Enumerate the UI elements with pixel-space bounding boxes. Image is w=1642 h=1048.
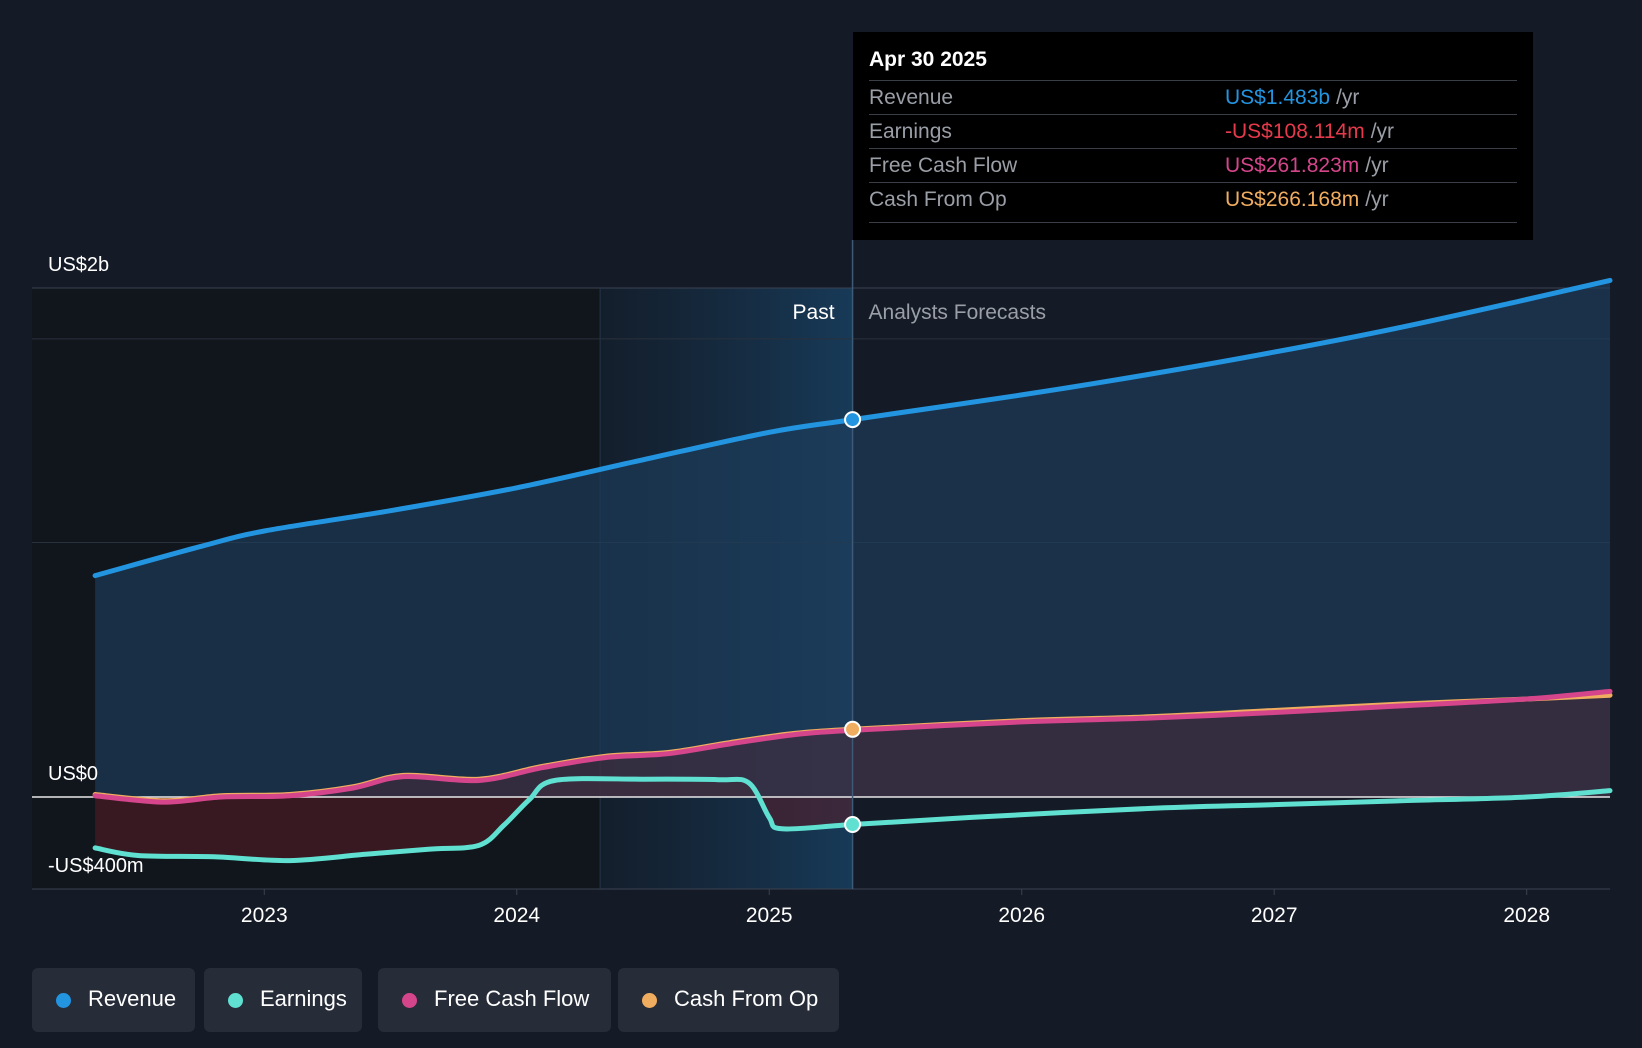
earnings-area [95,778,853,861]
legend-item-free-cash-flow[interactable]: Free Cash Flow [378,968,611,1032]
x-tick-label: 2028 [1503,904,1550,927]
series-markers [844,411,862,833]
series-lines [92,277,1613,864]
revenue-marker [844,411,862,429]
tooltip-label: Revenue [869,86,954,109]
x-tick-label: 2024 [493,904,540,927]
legend-label: Revenue [88,986,177,1011]
tooltip-label: Cash From Op [869,188,1007,211]
earnings-marker [844,815,862,833]
tooltip-unit: /yr [1336,86,1360,109]
y-label-zero: US$0 [48,763,98,785]
y-label-bottom: -US$400m [48,855,144,877]
past-label: Past [793,301,835,324]
x-tick-label: 2027 [1251,904,1298,927]
legend-label: Cash From Op [674,986,819,1011]
tooltip-row-cash-from-op: Cash From Op US$266.168m/yr [869,182,1517,217]
legend-item-revenue[interactable]: Revenue [32,968,195,1032]
tooltip-date: Apr 30 2025 [869,48,987,71]
legend-label: Earnings [260,986,347,1011]
tooltip-value: US$261.823m [1225,154,1360,177]
tooltip-row-earnings: Earnings -US$108.114m/yr [869,114,1517,149]
tooltip: Apr 30 2025 Revenue US$1.483b/yr Earning… [853,32,1533,240]
tooltip-unit: /yr [1365,188,1389,211]
tooltip-unit: /yr [1370,120,1395,143]
tooltip-divider [869,222,1517,223]
legend-dot-icon [642,993,657,1008]
earnings-line [92,776,1613,864]
y-label-top: US$2b [48,254,109,276]
tooltip-row-free-cash-flow: Free Cash Flow US$261.823m/yr [869,148,1517,183]
legend-item-earnings[interactable]: Earnings [204,968,362,1032]
tooltip-label: Earnings [869,120,952,143]
revenue-line [92,277,1613,579]
legend-label: Free Cash Flow [434,986,590,1011]
tooltip-value: -US$108.114m [1225,120,1365,143]
tooltip-value: US$266.168m [1225,188,1360,211]
legend-item-cash-from-op[interactable]: Cash From Op [618,968,839,1032]
x-axis-ticks: 2023 2024 2025 2026 2027 2028 [241,889,1550,927]
x-tick-label: 2025 [746,904,793,927]
legend-dot-icon [56,993,71,1008]
tooltip-row-revenue: Revenue US$1.483b/yr [869,80,1517,115]
tooltip-value: US$1.483b [1225,86,1331,109]
legend-dot-icon [228,993,243,1008]
free-cash-flow-line [92,688,1613,805]
tooltip-label: Free Cash Flow [869,154,1018,177]
legend-dot-icon [402,993,417,1008]
forecast-label: Analysts Forecasts [869,301,1046,324]
x-tick-label: 2023 [241,904,288,927]
cash-from-op-marker [844,720,862,738]
tooltip-unit: /yr [1365,154,1389,177]
x-tick-label: 2026 [998,904,1045,927]
